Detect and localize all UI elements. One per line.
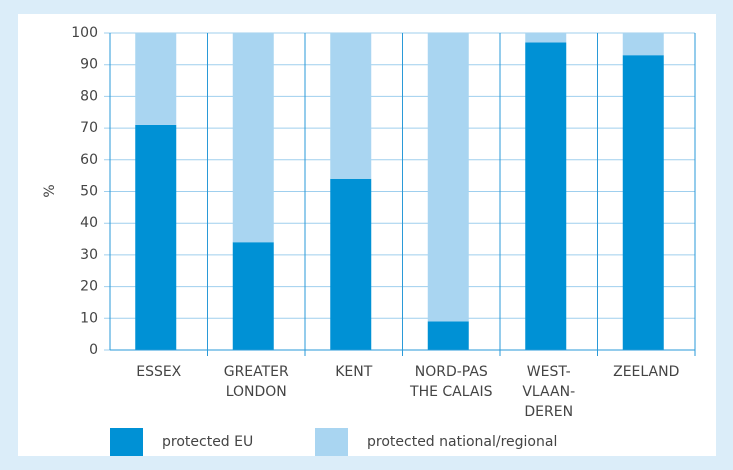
bar-segment: [135, 33, 177, 125]
y-tick-label: 40: [80, 215, 98, 231]
x-tick-label: NORD-PAS: [415, 364, 488, 380]
y-tick-label: 60: [80, 152, 98, 168]
bar-segment: [232, 33, 274, 243]
x-tick-label: VLAAN-: [522, 384, 575, 400]
x-tick-label: THE CALAIS: [409, 384, 493, 400]
legend-swatch: [110, 428, 143, 456]
y-tick-label: 10: [80, 310, 98, 326]
y-tick-label: 20: [80, 279, 98, 295]
bar-segment: [232, 242, 274, 350]
x-tick-label: LONDON: [226, 384, 287, 400]
y-tick-label: 30: [80, 247, 98, 263]
x-tick-label: KENT: [335, 364, 372, 380]
legend-label: protected national/regional: [367, 434, 557, 450]
x-tick-label: ESSEX: [136, 364, 181, 380]
bar-segment: [427, 321, 469, 350]
y-tick-label: 100: [71, 25, 98, 41]
x-tick-label: GREATER: [224, 364, 289, 380]
y-tick-label: 80: [80, 88, 98, 104]
y-tick-label: 50: [80, 184, 98, 200]
bar-segment: [525, 42, 567, 350]
bar-segment: [622, 55, 664, 350]
x-tick-label: ZEELAND: [613, 364, 679, 380]
y-axis-label: %: [42, 184, 58, 197]
bar-segment: [330, 178, 372, 350]
x-tick-label: DEREN: [524, 404, 573, 420]
x-tick-label: WEST-: [527, 364, 571, 380]
bar-segment: [525, 33, 567, 43]
legend-swatch: [315, 428, 348, 456]
bar-segment: [622, 33, 664, 56]
y-tick-label: 0: [89, 342, 98, 358]
legend-label: protected EU: [162, 434, 253, 450]
bar-segment: [330, 33, 372, 179]
bar-segment: [427, 33, 469, 322]
y-tick-label: 90: [80, 57, 98, 73]
y-tick-label: 70: [80, 120, 98, 136]
bar-segment: [135, 124, 177, 351]
